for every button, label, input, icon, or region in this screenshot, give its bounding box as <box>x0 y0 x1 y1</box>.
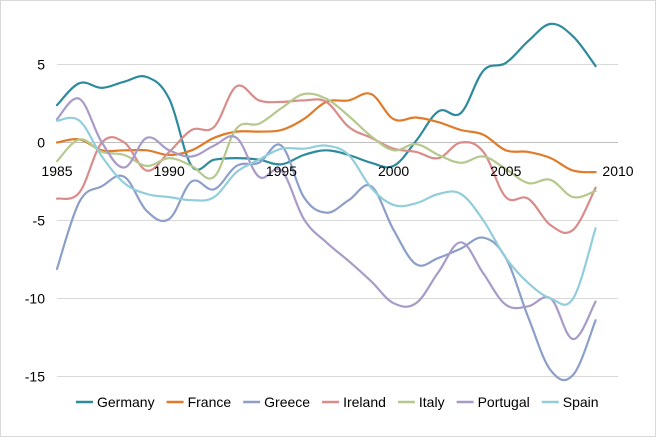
x-tick-label: 1995 <box>266 163 297 179</box>
series-line-germany <box>55 22 597 171</box>
legend-item-greece: Greece <box>243 394 310 410</box>
legend-item-portugal: Portugal <box>456 394 530 410</box>
x-tick-label: 2005 <box>490 163 521 179</box>
legend-label: France <box>188 394 232 410</box>
y-tick-label: 5 <box>37 57 45 73</box>
legend-item-france: France <box>166 394 232 410</box>
series-lines <box>55 22 597 382</box>
legend-label: Italy <box>419 394 445 410</box>
x-tick-label: 2000 <box>378 163 409 179</box>
legend-label: Germany <box>97 394 155 410</box>
legend: Germany France Greece Ireland Italy Portugal S… <box>76 394 599 410</box>
series-line-spain <box>55 116 597 306</box>
x-tick-label: 2010 <box>602 163 633 179</box>
y-tick-label: 0 <box>37 135 45 151</box>
y-tick-label: -15 <box>25 369 45 385</box>
y-tick-label: -5 <box>33 213 46 229</box>
y-axis-ticks: 5 0 -5 -10 -15 <box>25 57 45 385</box>
series-line-greece <box>55 143 597 382</box>
legend-item-ireland: Ireland <box>322 394 386 410</box>
series-line-portugal <box>55 97 597 341</box>
gridlines <box>57 64 618 377</box>
x-tick-label: 1985 <box>41 163 72 179</box>
y-tick-label: -10 <box>25 291 45 307</box>
legend-label: Greece <box>264 394 310 410</box>
legend-label: Spain <box>563 394 599 410</box>
legend-item-germany: Germany <box>76 394 155 410</box>
legend-label: Ireland <box>343 394 386 410</box>
x-tick-label: 1990 <box>154 163 185 179</box>
x-axis-ticks: 1985 1990 1995 2000 2005 2010 <box>41 163 633 179</box>
legend-label: Portugal <box>478 394 530 410</box>
series-line-italy <box>55 92 597 199</box>
legend-item-italy: Italy <box>397 394 445 410</box>
legend-item-spain: Spain <box>541 394 599 410</box>
series-line-ireland <box>55 84 597 234</box>
